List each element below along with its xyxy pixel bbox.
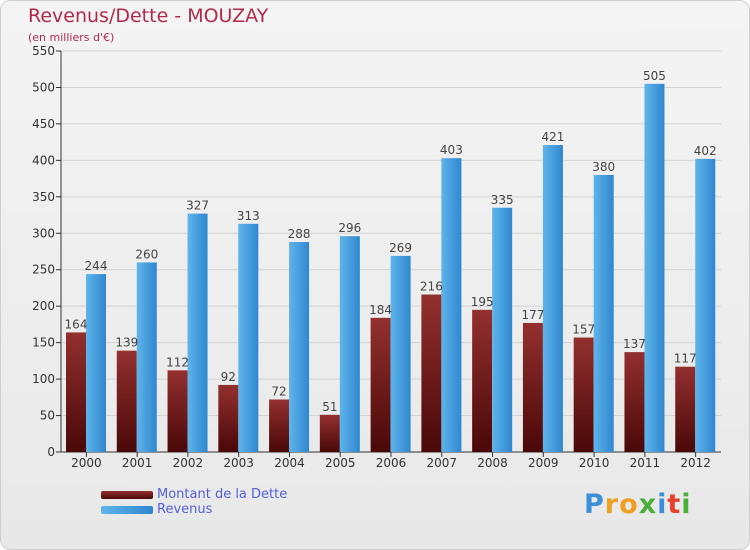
x-tick-label: 2009 bbox=[528, 456, 559, 470]
bar-dette bbox=[522, 322, 543, 452]
data-label-revenus: 505 bbox=[643, 69, 666, 83]
bar-revenus bbox=[492, 207, 513, 452]
x-tick-label: 2010 bbox=[579, 456, 610, 470]
logo-letter: i bbox=[657, 489, 668, 520]
data-label-revenus: 421 bbox=[541, 130, 564, 144]
legend-swatch-revenus bbox=[101, 506, 153, 514]
data-label-revenus: 380 bbox=[592, 160, 615, 174]
data-label-dette: 137 bbox=[623, 337, 646, 351]
data-label-revenus: 288 bbox=[288, 227, 311, 241]
bar-revenus bbox=[542, 145, 563, 452]
logo-letter: r bbox=[604, 489, 620, 520]
data-label-dette: 139 bbox=[115, 336, 138, 350]
x-tick-label: 2005 bbox=[325, 456, 356, 470]
data-label-dette: 51 bbox=[322, 400, 337, 414]
data-label-revenus: 403 bbox=[440, 143, 463, 157]
data-label-dette: 195 bbox=[471, 295, 494, 309]
y-tick-label: 150 bbox=[32, 336, 55, 350]
bar-revenus bbox=[136, 262, 157, 452]
data-label-dette: 216 bbox=[420, 280, 443, 294]
x-tick-label: 2011 bbox=[630, 456, 661, 470]
data-label-dette: 72 bbox=[271, 385, 286, 399]
y-tick-label: 550 bbox=[32, 44, 55, 58]
y-tick-label: 500 bbox=[32, 80, 55, 94]
data-label-revenus: 296 bbox=[338, 221, 361, 235]
y-tick-label: 400 bbox=[32, 153, 55, 167]
proxiti-logo: Proxiti bbox=[584, 489, 692, 520]
x-tick-label: 2003 bbox=[223, 456, 254, 470]
bar-dette bbox=[269, 399, 290, 452]
data-label-dette: 164 bbox=[65, 317, 88, 331]
x-tick-label: 2001 bbox=[122, 456, 153, 470]
logo-letter: t bbox=[667, 489, 682, 520]
data-label-dette: 92 bbox=[221, 370, 236, 384]
logo-letter: P bbox=[584, 489, 605, 520]
bars-layer bbox=[66, 83, 716, 453]
bar-revenus bbox=[441, 158, 462, 452]
data-label-revenus: 244 bbox=[85, 259, 108, 273]
bar-revenus bbox=[644, 83, 665, 453]
bar-dette bbox=[319, 414, 340, 452]
bar-dette bbox=[472, 309, 493, 452]
legend-label-dette: Montant de la Dette bbox=[157, 487, 288, 502]
x-tick-label: 2008 bbox=[477, 456, 508, 470]
bar-dette bbox=[116, 350, 137, 452]
data-label-revenus: 402 bbox=[694, 144, 717, 158]
bar-revenus bbox=[187, 213, 208, 452]
labels-layer: 2000 164 244 2001 139 260 2002 112 327 2003 92 313 2… bbox=[65, 69, 717, 470]
logo-letter: i bbox=[681, 489, 692, 520]
bar-dette bbox=[624, 352, 645, 452]
bar-revenus bbox=[289, 242, 310, 452]
data-label-dette: 177 bbox=[521, 308, 544, 322]
y-tick-label: 350 bbox=[32, 190, 55, 204]
x-tick-label: 2002 bbox=[173, 456, 204, 470]
x-tick-label: 2004 bbox=[274, 456, 305, 470]
bar-dette bbox=[675, 366, 696, 452]
bar-dette bbox=[167, 370, 188, 452]
bar-revenus bbox=[86, 274, 106, 452]
chart-subtitle: (en milliers d'€) bbox=[28, 31, 115, 44]
data-label-dette: 117 bbox=[674, 352, 697, 366]
y-tick-label: 50 bbox=[40, 409, 55, 423]
data-label-revenus: 260 bbox=[135, 247, 158, 261]
legend-label-revenus: Revenus bbox=[157, 502, 213, 517]
x-tick-label: 2000 bbox=[71, 456, 102, 470]
data-label-revenus: 327 bbox=[186, 199, 209, 213]
y-tick-label: 200 bbox=[32, 299, 55, 313]
chart-title: Revenus/Dette - MOUZAY bbox=[28, 5, 269, 27]
data-label-dette: 112 bbox=[166, 355, 189, 369]
data-label-revenus: 269 bbox=[389, 241, 412, 255]
bar-revenus bbox=[238, 223, 259, 452]
bar-revenus bbox=[390, 255, 411, 452]
bar-revenus bbox=[339, 236, 360, 452]
x-tick-label: 2006 bbox=[376, 456, 407, 470]
y-tick-label: 0 bbox=[47, 445, 55, 459]
logo-letter: o bbox=[619, 489, 639, 520]
bar-dette bbox=[573, 337, 594, 452]
data-label-revenus: 335 bbox=[491, 193, 514, 207]
logo-letter: x bbox=[638, 489, 658, 520]
bar-dette bbox=[218, 384, 239, 452]
y-tick-label: 450 bbox=[32, 117, 55, 131]
y-tick-label: 250 bbox=[32, 263, 55, 277]
data-label-revenus: 313 bbox=[237, 209, 260, 223]
bar-dette bbox=[421, 294, 442, 452]
y-tick-label: 100 bbox=[32, 372, 55, 386]
data-label-dette: 184 bbox=[369, 303, 392, 317]
x-tick-label: 2012 bbox=[680, 456, 711, 470]
data-label-dette: 157 bbox=[572, 323, 595, 337]
bar-revenus bbox=[695, 158, 716, 452]
y-tick-label: 300 bbox=[32, 226, 55, 240]
bar-dette bbox=[370, 317, 391, 452]
legend-swatch-dette bbox=[101, 491, 153, 499]
bar-dette bbox=[66, 332, 86, 452]
x-tick-label: 2007 bbox=[426, 456, 457, 470]
bar-revenus bbox=[593, 174, 614, 453]
